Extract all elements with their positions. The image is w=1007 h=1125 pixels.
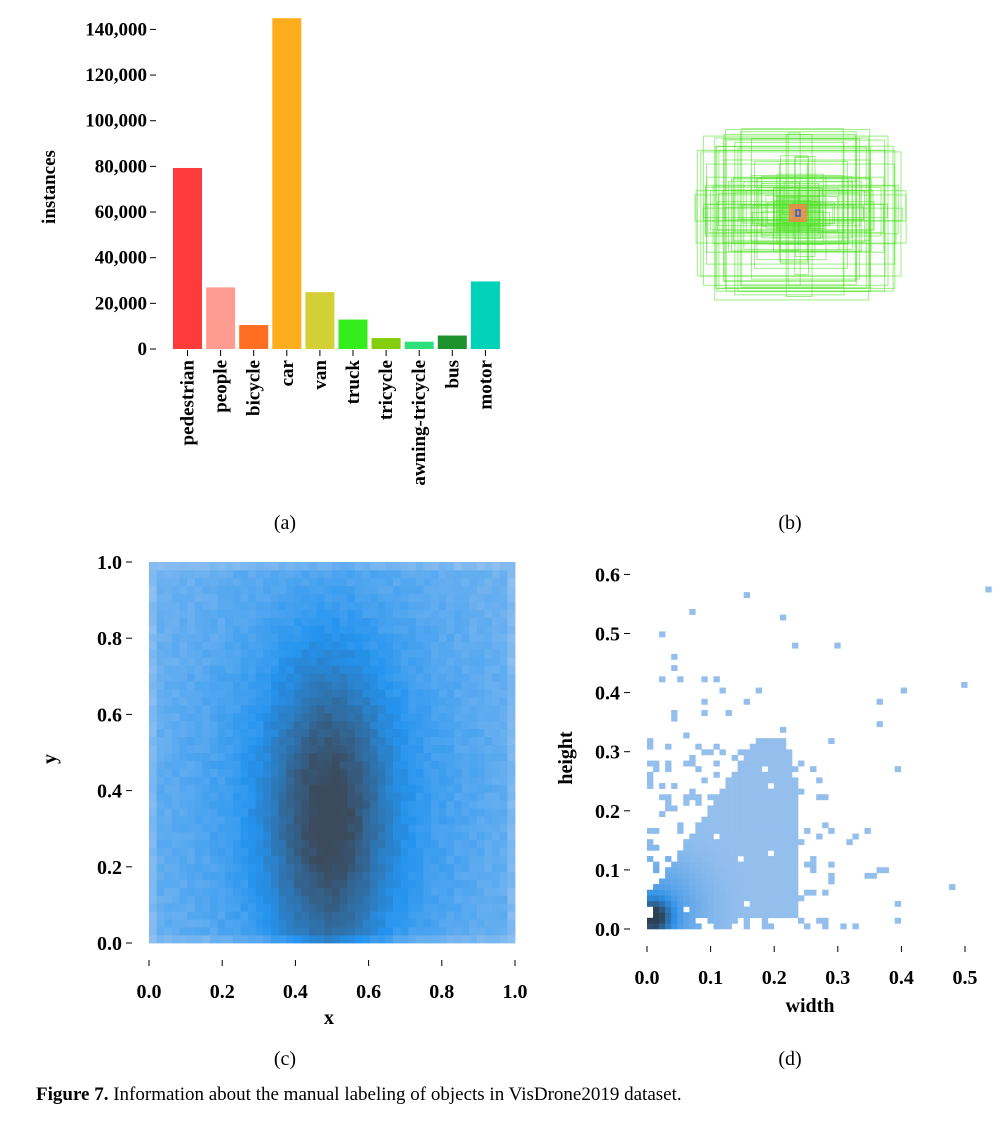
chart-a-bar: 0 20,000 40,000 60,000 80,000 100,000 120,000 1… (39, 18, 500, 486)
bar-pedestrian (173, 167, 202, 349)
xtick-c-label: 1.0 (503, 981, 528, 1003)
axis-d-xlabel: width (786, 995, 835, 1017)
xtick-a-label-pedestrian: pedestrian (178, 360, 199, 446)
bar-bicycle (239, 325, 269, 349)
bar-people (206, 287, 236, 349)
heatmap-c-cells (149, 562, 516, 944)
ytick-d-label: 0.1 (595, 860, 620, 882)
bbox-center-mark (795, 209, 801, 217)
axis-d-ylabel: height (555, 731, 577, 785)
bbox-outline (754, 160, 848, 269)
ytick-c-label: 0.6 (97, 704, 122, 726)
bar-bus (437, 335, 467, 349)
ytick-c-label: 1.0 (97, 552, 122, 574)
xtick-c-label: 0.8 (429, 981, 454, 1003)
xtick-d-label: 0.2 (762, 967, 787, 989)
bbox-outline (718, 149, 896, 289)
bar-van (305, 292, 335, 349)
bbox-center-box (789, 204, 807, 222)
xtick-a-label-bus: bus (442, 360, 463, 389)
xtick-d-label: 0.0 (635, 967, 660, 989)
ytick-a-label: 100,000 (85, 111, 147, 132)
ytick-d-label: 0.5 (595, 624, 620, 646)
bbox-outline (737, 147, 872, 293)
bbox-outline (750, 138, 861, 280)
ytick-d-label: 0.0 (595, 919, 620, 941)
axis-a-ylabel: instances (39, 150, 60, 224)
bbox-outline (706, 176, 885, 253)
ytick-a-label: 40,000 (95, 248, 147, 269)
xtick-d-label: 0.5 (953, 967, 978, 989)
ytick-c-label: 0.8 (97, 628, 122, 650)
xtick-a-label-bicycle: bicycle (244, 360, 265, 416)
xtick-c-label: 0.2 (210, 981, 235, 1003)
bbox-outline (756, 177, 849, 245)
figure-caption: Figure 7. Information about the manual l… (36, 1084, 682, 1106)
bar-tricycle (371, 338, 401, 349)
xtick-c-label: 0.6 (356, 981, 381, 1003)
bar-awning-tricycle (404, 341, 434, 349)
bbox-outline (700, 151, 902, 277)
ytick-a-label: 120,000 (85, 65, 147, 86)
ytick-c-label: 0.0 (97, 933, 122, 955)
ytick-d-label: 0.2 (595, 801, 620, 823)
ytick-d-label: 0.3 (595, 742, 620, 764)
xtick-a-label-people: people (211, 360, 232, 413)
xtick-d-label: 0.1 (698, 967, 723, 989)
xtick-a-label-van: van (310, 360, 331, 390)
xtick-a-label-motor: motor (475, 359, 496, 409)
figure-caption-text: Information about the manual labeling of… (113, 1084, 682, 1105)
bbox-outline (725, 139, 886, 292)
chart-d-size-heatmap: 0.0 0.1 0.2 0.3 0.4 0.5 0.0 0.1 0.2 0.3 0.4 0.5 0.6 w… (555, 564, 992, 1017)
axis-c-xlabel: x (324, 1007, 334, 1029)
axis-c-ylabel: y (39, 754, 61, 764)
ytick-d-label: 0.6 (595, 564, 620, 586)
figure-caption-label: Figure 7. (36, 1084, 109, 1105)
xtick-a-label-car: car (277, 359, 298, 386)
bbox-outline (695, 190, 907, 244)
bbox-outline (773, 187, 840, 252)
xtick-a-label-awning-tricycle: awning-tricycle (409, 360, 430, 486)
bar-car (272, 18, 302, 350)
ytick-c-label: 0.4 (97, 781, 122, 803)
bbox-outline (741, 128, 844, 288)
xtick-d-label: 0.4 (889, 967, 914, 989)
sublabel-c: (c) (273, 1048, 297, 1070)
heatmap-d-cells (647, 586, 992, 930)
bar-truck (338, 319, 368, 349)
ytick-a-label: 0 (138, 339, 148, 360)
bbox-outline (714, 137, 870, 301)
ytick-a-label: 60,000 (95, 202, 147, 223)
ytick-a-label: 140,000 (85, 19, 147, 40)
ytick-a-label: 20,000 (95, 293, 147, 314)
sublabel-b: (b) (778, 512, 802, 534)
ytick-a-label: 80,000 (95, 156, 147, 177)
xtick-a-label-tricycle: tricycle (376, 360, 397, 420)
sublabel-a: (a) (273, 512, 297, 534)
xtick-c-label: 0.4 (283, 981, 308, 1003)
xtick-d-label: 0.3 (825, 967, 850, 989)
chart-c-position-heatmap: 0.0 0.2 0.4 0.6 0.8 1.0 0.0 0.2 0.4 0.6 0.8 1.0 x y (39, 552, 528, 1029)
xtick-a-label-truck: truck (343, 360, 364, 405)
bar-motor (470, 281, 500, 349)
xtick-c-label: 0.0 (137, 981, 162, 1003)
ytick-c-label: 0.2 (97, 857, 122, 879)
sublabel-d: (d) (778, 1048, 802, 1070)
ytick-d-label: 0.4 (595, 683, 620, 705)
chart-b-box-overlay (694, 128, 907, 301)
